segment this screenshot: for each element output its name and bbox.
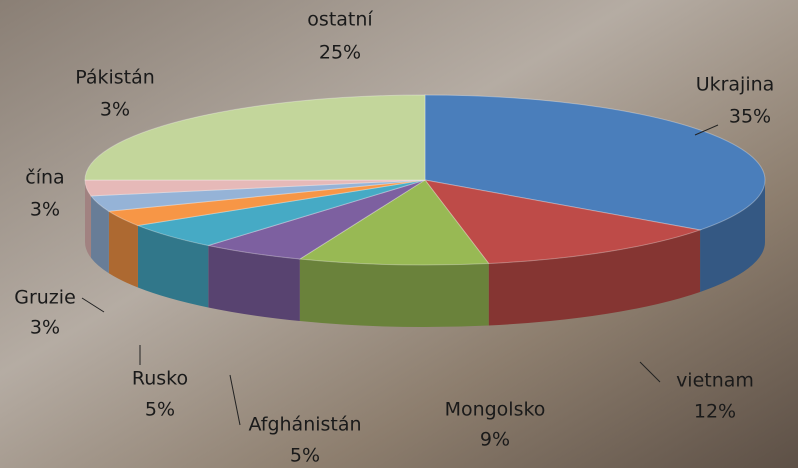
- category-label: Afghánistán: [248, 414, 361, 436]
- category-label: Rusko: [132, 368, 188, 390]
- category-label: vietnam: [676, 370, 754, 392]
- chart: Ukrajina 35% vietnam 12% Mongolsko 9% Afghánis…: [0, 0, 798, 468]
- category-label: Pákistán: [75, 67, 155, 89]
- value-label: 35%: [729, 106, 771, 128]
- category-label: čína: [25, 167, 64, 189]
- value-label: 5%: [290, 445, 320, 467]
- category-label: ostatní: [307, 9, 373, 31]
- value-label: 3%: [100, 99, 130, 121]
- category-label: Mongolsko: [445, 399, 546, 421]
- category-label: Ukrajina: [696, 74, 775, 96]
- value-label: 3%: [30, 199, 60, 221]
- value-label: 9%: [480, 429, 510, 451]
- value-label: 3%: [30, 317, 60, 339]
- slice-side: [300, 259, 489, 327]
- value-label: 25%: [319, 42, 361, 64]
- value-label: 5%: [145, 399, 175, 421]
- category-label: Gruzie: [14, 287, 76, 309]
- value-label: 12%: [694, 401, 736, 423]
